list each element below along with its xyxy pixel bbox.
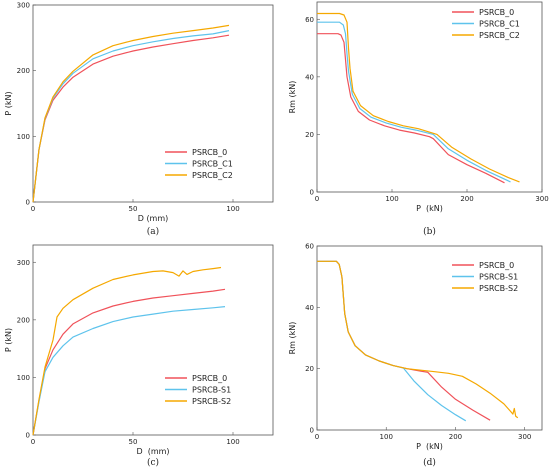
series-line-0 <box>317 33 505 184</box>
y-tick-label: 200 <box>17 67 30 75</box>
y-tick-label: 60 <box>305 16 314 24</box>
x-axis-label: D (mm) <box>136 447 169 456</box>
panel-caption: (d) <box>423 457 436 468</box>
y-tick-label: 0 <box>310 427 314 435</box>
x-tick-label: 200 <box>460 195 473 203</box>
legend-label-0: PSRCB_0 <box>192 148 227 157</box>
y-axis-label: Rm (kN) <box>288 322 297 355</box>
series-line-2 <box>317 260 519 419</box>
series-line-1 <box>32 306 226 436</box>
x-tick-label: 50 <box>129 438 138 446</box>
legend-label-1: PSRCB-S1 <box>479 273 518 282</box>
series-line-1 <box>317 21 511 183</box>
legend-label-2: PSRCB-S2 <box>479 284 518 293</box>
x-tick-label: 0 <box>31 205 35 213</box>
x-tick-label: 300 <box>518 433 531 441</box>
plot-frame <box>316 245 543 431</box>
x-tick-label: 0 <box>315 433 319 441</box>
panel-caption: (a) <box>147 226 159 237</box>
series-line-1 <box>317 260 467 422</box>
y-tick-label: 100 <box>17 374 30 382</box>
series-line-2 <box>32 24 230 203</box>
x-tick-label: 0 <box>31 438 35 446</box>
legend-label-0: PSRCB_0 <box>479 8 514 17</box>
x-tick-label: 0 <box>315 195 319 203</box>
y-tick-label: 20 <box>305 131 314 139</box>
y-tick-label: 300 <box>17 259 30 267</box>
y-axis-label: P (kN) <box>4 91 13 115</box>
legend-label-2: PSRCB_C2 <box>192 171 233 180</box>
legend-label-1: PSRCB_C1 <box>192 160 233 169</box>
chart-panel-1: 0 100 200 300 0 20 40 60 P (kN) Rm (kN) PSRCB_0 PSR… <box>288 1 549 237</box>
y-axis-label: Rm (kN) <box>288 81 297 114</box>
y-tick-label: 20 <box>305 365 314 373</box>
x-tick-label: 200 <box>449 433 462 441</box>
y-tick-label: 100 <box>17 133 30 141</box>
series-line-2 <box>32 266 222 436</box>
plot-frame <box>316 1 543 193</box>
y-tick-label: 0 <box>26 199 30 207</box>
chart-panel-3: 0 100 200 300 0 20 40 60 P (kN) Rm (kN) PSRCB_0 PSR… <box>288 243 543 468</box>
chart-panel-2: 0 50 100 0 100 200 300 D (mm) P (kN) PSRCB_0 PSRCB… <box>4 244 274 468</box>
legend-label-2: PSRCB-S2 <box>192 397 231 406</box>
chart-panel-0: 0 50 100 0 100 200 300 D (mm) P (kN) PSRCB_0 PSRCB… <box>4 2 274 237</box>
x-axis-label: P (kN) <box>416 442 443 451</box>
x-tick-label: 100 <box>226 205 239 213</box>
x-tick-label: 100 <box>385 195 398 203</box>
legend-label-0: PSRCB_0 <box>192 374 227 383</box>
x-tick-label: 100 <box>380 433 393 441</box>
series-line-0 <box>32 288 226 436</box>
y-axis-label: P (kN) <box>4 328 13 352</box>
panel-caption: (b) <box>423 226 436 237</box>
legend-label-1: PSRCB_C1 <box>479 20 520 29</box>
x-axis-label: D (mm) <box>138 214 169 223</box>
y-tick-label: 200 <box>17 316 30 324</box>
x-tick-label: 50 <box>129 205 138 213</box>
plot-frame <box>32 4 274 203</box>
legend-label-1: PSRCB-S1 <box>192 386 231 395</box>
legend-label-2: PSRCB_C2 <box>479 31 520 40</box>
y-tick-label: 60 <box>305 243 314 251</box>
x-tick-label: 300 <box>535 195 548 203</box>
y-tick-label: 0 <box>26 432 30 440</box>
series-line-2 <box>317 12 520 183</box>
plot-frame <box>32 244 274 436</box>
x-axis-label: P (kN) <box>416 204 443 213</box>
y-tick-label: 40 <box>305 304 314 312</box>
y-tick-label: 40 <box>305 73 314 81</box>
legend-label-0: PSRCB_0 <box>479 261 514 270</box>
y-tick-label: 0 <box>310 189 314 197</box>
y-tick-label: 300 <box>17 2 30 10</box>
panel-caption: (c) <box>147 457 159 468</box>
x-tick-label: 100 <box>226 438 239 446</box>
